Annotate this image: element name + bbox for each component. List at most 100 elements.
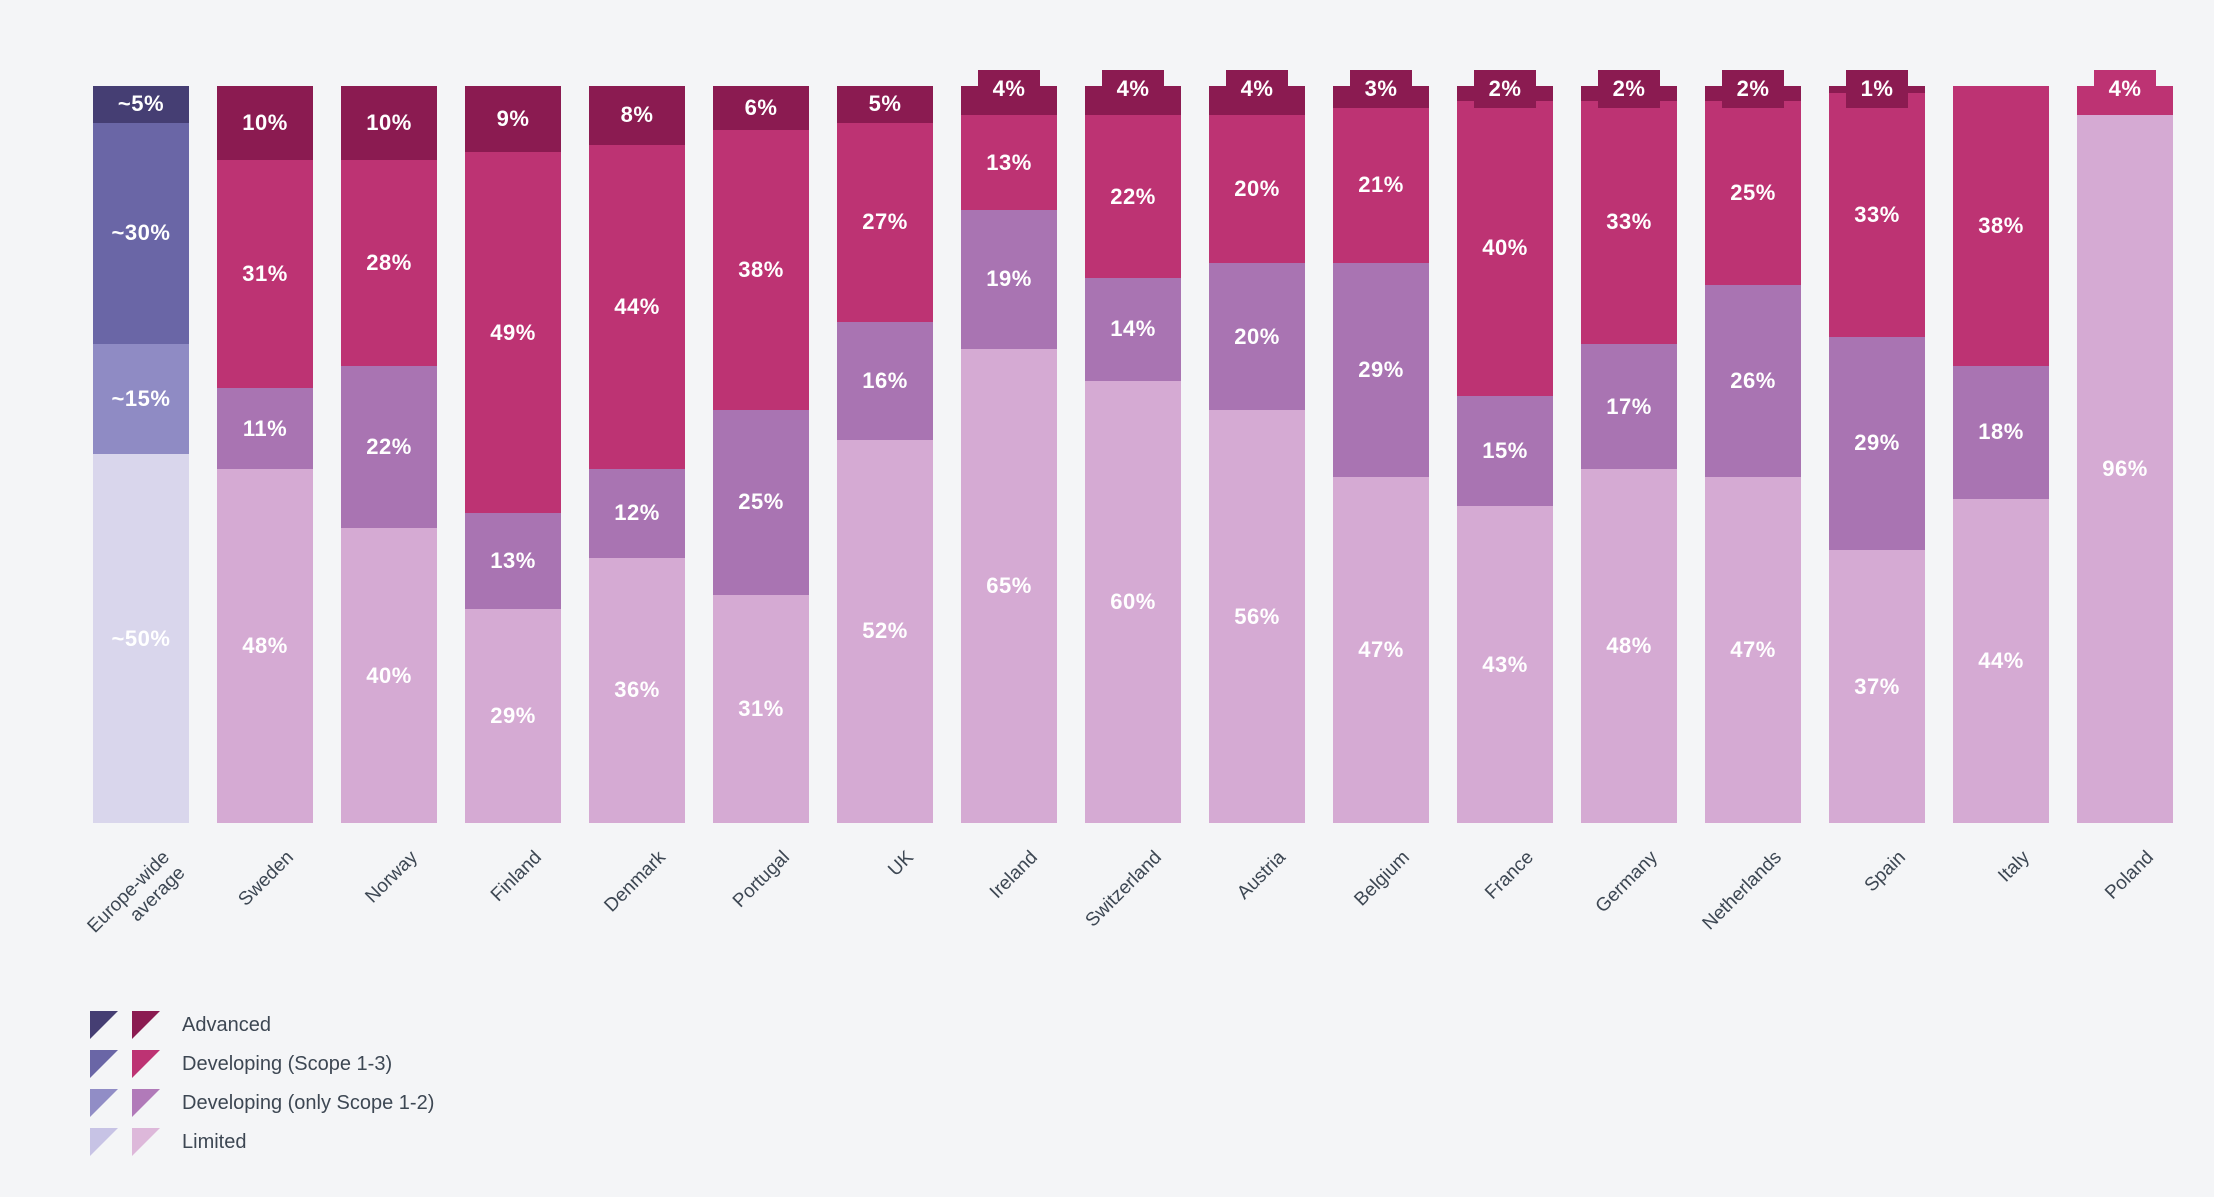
- bar-column: 5% 27% 16% 52% UK: [837, 86, 933, 1001]
- bar-stack: 9% 49% 13% 29%: [465, 86, 561, 823]
- bar-segment: 9%: [465, 86, 561, 153]
- bar-segment: 37%: [1829, 550, 1925, 823]
- bar-segment: 40%: [341, 528, 437, 823]
- segment-label-tab: 1%: [1846, 70, 1908, 108]
- bar-segment: 10%: [341, 86, 437, 160]
- bar-column: 2% 33% 17% 48% Germany: [1581, 70, 1677, 1001]
- bar-segment: 21%: [1333, 108, 1429, 263]
- bar-stack: ~5% ~30% ~15% ~50%: [93, 86, 189, 823]
- segment-value-label: 4%: [1116, 76, 1150, 101]
- segment-value-label: 44%: [614, 294, 660, 320]
- bar-column: 9% 49% 13% 29% Finland: [465, 86, 561, 1001]
- bar-segment: 27%: [837, 122, 933, 322]
- segment-value-label: 48%: [1606, 633, 1652, 659]
- bar-segment: 49%: [465, 152, 561, 514]
- legend: Advanced Developing (Scope 1-3) Developing…: [90, 1011, 2214, 1156]
- bar-column: 4% 13% 19% 65% Ireland: [961, 70, 1057, 1001]
- plot-area: ~5% ~30% ~15% ~50% Europe-wide average 10% 31%…: [84, 70, 2173, 1001]
- bar-column: 2% 25% 26% 47% Netherlands: [1699, 70, 1801, 1001]
- bar-segment: 11%: [217, 388, 313, 470]
- segment-value-label: 47%: [1358, 636, 1404, 662]
- bar-segment: 25%: [713, 410, 809, 595]
- bar-stack: 5% 27% 16% 52%: [837, 86, 933, 823]
- segment-label-tab: 2%: [1474, 70, 1536, 108]
- bar-stack: 3% 21% 29% 47%: [1333, 70, 1429, 823]
- segment-value-label: 17%: [1606, 393, 1652, 419]
- segment-label-tab: 3%: [1350, 70, 1412, 108]
- segment-value-label: 33%: [1854, 201, 1900, 227]
- bar-stack: 10% 28% 22% 40%: [341, 86, 437, 823]
- legend-swatch-europe-triangle-icon: [90, 1050, 118, 1078]
- segment-label-tab: 4%: [978, 70, 1040, 108]
- bar-segment: ~50%: [93, 454, 189, 823]
- bar-column: 8% 44% 12% 36% Denmark: [589, 86, 685, 1001]
- legend-swatch-country-triangle-icon: [132, 1050, 160, 1078]
- bar-segment: 60%: [1085, 380, 1181, 824]
- segment-value-label: 9%: [496, 106, 530, 132]
- segment-value-label: 38%: [1978, 213, 2024, 239]
- segment-value-label: 65%: [986, 572, 1032, 598]
- bar-segment: 38%: [713, 130, 809, 411]
- segment-value-label: 19%: [986, 266, 1032, 292]
- legend-swatch-country-triangle-icon: [132, 1089, 160, 1117]
- bar-column: 4% 20% 20% 56% Austria: [1209, 70, 1305, 1001]
- segment-value-label: ~30%: [111, 220, 171, 246]
- segment-value-label: 29%: [490, 703, 536, 729]
- segment-value-label: 2%: [1736, 76, 1770, 101]
- segment-value-label: 29%: [1854, 430, 1900, 456]
- bar-segment: 47%: [1705, 476, 1801, 823]
- segment-value-label: 44%: [1978, 647, 2024, 673]
- bar-segment: 25%: [1705, 100, 1801, 285]
- bar-segment: 33%: [1829, 93, 1925, 337]
- legend-row: Limited: [90, 1128, 2214, 1156]
- segment-value-label: 28%: [366, 249, 412, 275]
- legend-label: Advanced: [182, 1013, 271, 1036]
- segment-value-label: 26%: [1730, 367, 1776, 393]
- bar-segment: 31%: [217, 159, 313, 389]
- bar-segment: 13%: [465, 513, 561, 610]
- bar-segment: 48%: [217, 469, 313, 823]
- bar-segment: 17%: [1581, 343, 1677, 470]
- bar-segment: 31%: [713, 594, 809, 823]
- bar-column: ~5% ~30% ~15% ~50% Europe-wide average: [84, 86, 190, 1001]
- segment-value-label: 2%: [1612, 76, 1646, 101]
- segment-value-label: 10%: [366, 109, 412, 135]
- segment-value-label: 11%: [242, 415, 288, 441]
- bar-segment: 40%: [1457, 100, 1553, 396]
- bar-segment: 14%: [1085, 277, 1181, 381]
- legend-label: Developing (only Scope 1-2): [182, 1091, 435, 1114]
- bar-column: 10% 31% 11% 48% Sweden: [217, 86, 313, 1001]
- bar-stack: 8% 44% 12% 36%: [589, 86, 685, 823]
- bar-column: 1% 33% 29% 37% Spain: [1829, 70, 1925, 1001]
- segment-value-label: 6%: [744, 95, 778, 121]
- bar-segment: 33%: [1581, 100, 1677, 344]
- segment-value-label: 38%: [738, 257, 784, 283]
- bar-stack: 38% 18% 44%: [1953, 86, 2049, 823]
- segment-value-label: 15%: [1482, 437, 1528, 463]
- segment-value-label: ~50%: [111, 625, 171, 651]
- bar-segment: 6%: [713, 86, 809, 131]
- segment-value-label: 25%: [738, 489, 784, 515]
- segment-value-label: 31%: [242, 260, 288, 286]
- segment-value-label: 60%: [1110, 588, 1156, 614]
- segment-label-tab: 2%: [1722, 70, 1784, 108]
- bar-segment: 4%: [1209, 70, 1305, 116]
- bar-segment: 56%: [1209, 410, 1305, 824]
- segment-value-label: 16%: [862, 367, 908, 393]
- segment-value-label: 36%: [614, 677, 660, 703]
- bar-segment: 4%: [961, 70, 1057, 116]
- bar-segment: ~5%: [93, 86, 189, 123]
- segment-value-label: 3%: [1364, 76, 1398, 101]
- segment-value-label: 31%: [738, 695, 784, 721]
- segment-label-tab: 4%: [1226, 70, 1288, 108]
- segment-value-label: 13%: [490, 548, 536, 574]
- segment-value-label: 33%: [1606, 209, 1652, 235]
- segment-value-label: 14%: [1110, 316, 1156, 342]
- bar-segment: 29%: [465, 609, 561, 823]
- bar-stack: 4% 20% 20% 56%: [1209, 70, 1305, 824]
- bar-segment: 65%: [961, 348, 1057, 823]
- bar-segment: 52%: [837, 439, 933, 823]
- bar-segment: 12%: [589, 469, 685, 558]
- legend-swatch-europe-triangle-icon: [90, 1128, 118, 1156]
- segment-value-label: 20%: [1234, 323, 1280, 349]
